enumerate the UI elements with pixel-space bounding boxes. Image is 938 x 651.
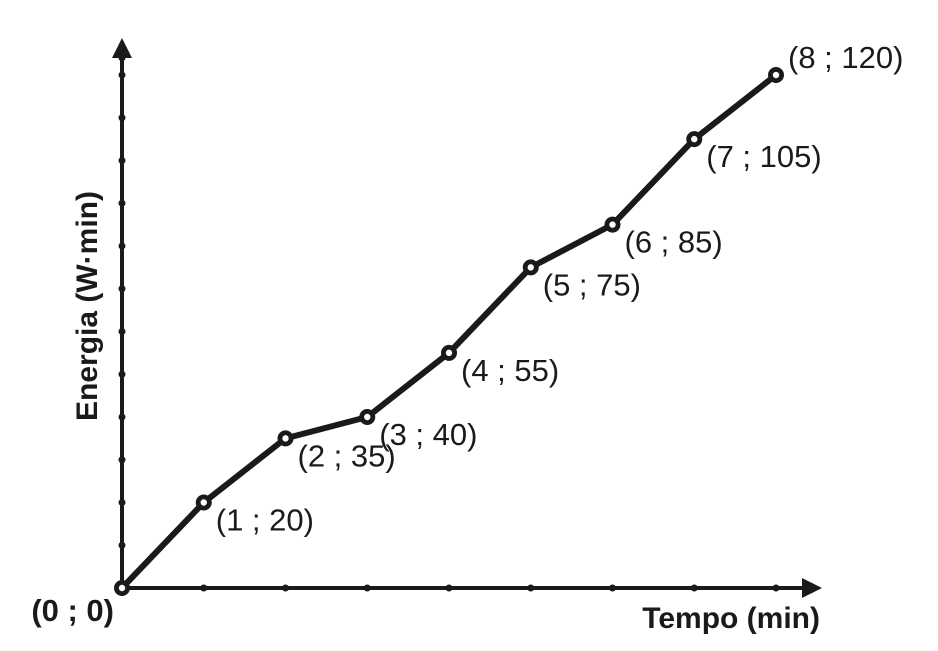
- data-label: (4 ; 55): [461, 353, 559, 388]
- y-axis-tick: [118, 54, 126, 62]
- data-point: [768, 67, 784, 83]
- data-points: [114, 67, 784, 596]
- data-label: (5 ; 75): [543, 267, 641, 302]
- data-label: (7 ; 105): [706, 139, 821, 174]
- data-point: [359, 409, 376, 425]
- y-axis-tick: [118, 499, 126, 506]
- y-axis-arrowhead: [112, 38, 132, 58]
- data-point: [114, 580, 130, 596]
- data-point: [441, 344, 457, 361]
- y-axis-tick: [118, 370, 126, 378]
- y-axis-tick: [118, 413, 126, 421]
- data-label: (0 ; 0): [31, 593, 114, 628]
- y-axis-tick: [118, 456, 126, 464]
- y-axis-tick: [118, 199, 126, 207]
- y-axis-tick: [118, 71, 126, 79]
- data-label: (6 ; 85): [625, 225, 723, 260]
- y-axis-tick: [118, 242, 126, 250]
- x-axis-title: Tempo (min): [642, 602, 820, 635]
- x-axis-tick: [200, 584, 208, 592]
- y-axis-tick: [118, 328, 126, 335]
- x-axis-tick: [445, 584, 453, 592]
- data-labels: (0 ; 0) (1 ; 20) (2 ; 35)(3 ; 40) (4 ; 55) (…: [31, 40, 903, 628]
- x-axis-tick: [772, 584, 780, 592]
- y-axis-title: Energia (W·min): [71, 191, 104, 421]
- data-point: [195, 494, 212, 511]
- y-axis-tick: [118, 285, 126, 293]
- axis-ticks: [118, 54, 780, 592]
- data-point: [686, 131, 703, 148]
- y-axis-tick: [118, 114, 126, 122]
- y-axis-tick: [118, 541, 126, 549]
- data-label: (1 ; 20): [216, 503, 314, 538]
- data-label: (2 ; 35): [298, 438, 396, 473]
- data-point: [277, 430, 294, 447]
- data-point: [522, 259, 539, 276]
- data-label: (8 ; 120): [788, 40, 903, 75]
- data-point: [604, 216, 621, 233]
- y-axis-tick: [118, 157, 126, 164]
- x-axis-tick: [690, 584, 698, 592]
- x-axis-tick: [527, 584, 535, 592]
- x-axis-tick: [282, 584, 289, 592]
- data-label: (3 ; 40): [379, 417, 477, 452]
- x-axis-tick: [609, 584, 616, 592]
- x-axis-arrowhead: [802, 578, 822, 598]
- x-axis-tick: [363, 584, 371, 592]
